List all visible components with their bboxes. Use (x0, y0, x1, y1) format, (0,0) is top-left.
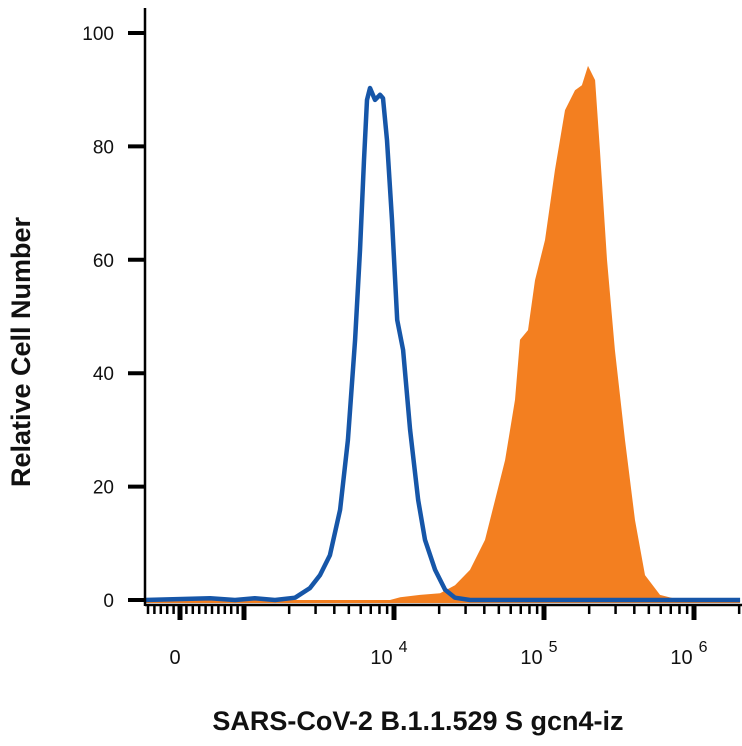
x-tick-exponent: 5 (549, 639, 558, 656)
x-ticks: 0 10 4 10 5 10 6 (146, 606, 741, 669)
y-tick-label: 0 (103, 591, 114, 612)
series-layer (144, 65, 741, 603)
series-filled-histogram (144, 65, 741, 603)
x-tick-label: 10 6 (670, 639, 707, 669)
series-outline-histogram (144, 85, 741, 603)
y-tick-label: 80 (93, 137, 114, 158)
x-tick-exponent: 4 (399, 639, 408, 656)
x-tick-exponent: 6 (699, 639, 708, 656)
y-tick-label: 100 (82, 24, 114, 45)
x-tick-label: 0 (169, 647, 180, 669)
y-tick-label: 40 (93, 364, 114, 385)
y-axis-title: Relative Cell Number (6, 216, 36, 487)
y-tick-label: 20 (93, 478, 114, 499)
y-tick-label: 60 (93, 251, 114, 272)
x-tick-label: 10 4 (370, 639, 407, 669)
y-ticks: 0 20 40 60 80 100 (82, 24, 145, 612)
x-tick-label: 10 5 (520, 639, 557, 669)
x-axis-title: SARS-CoV-2 B.1.1.529 S gcn4-iz (212, 706, 623, 736)
